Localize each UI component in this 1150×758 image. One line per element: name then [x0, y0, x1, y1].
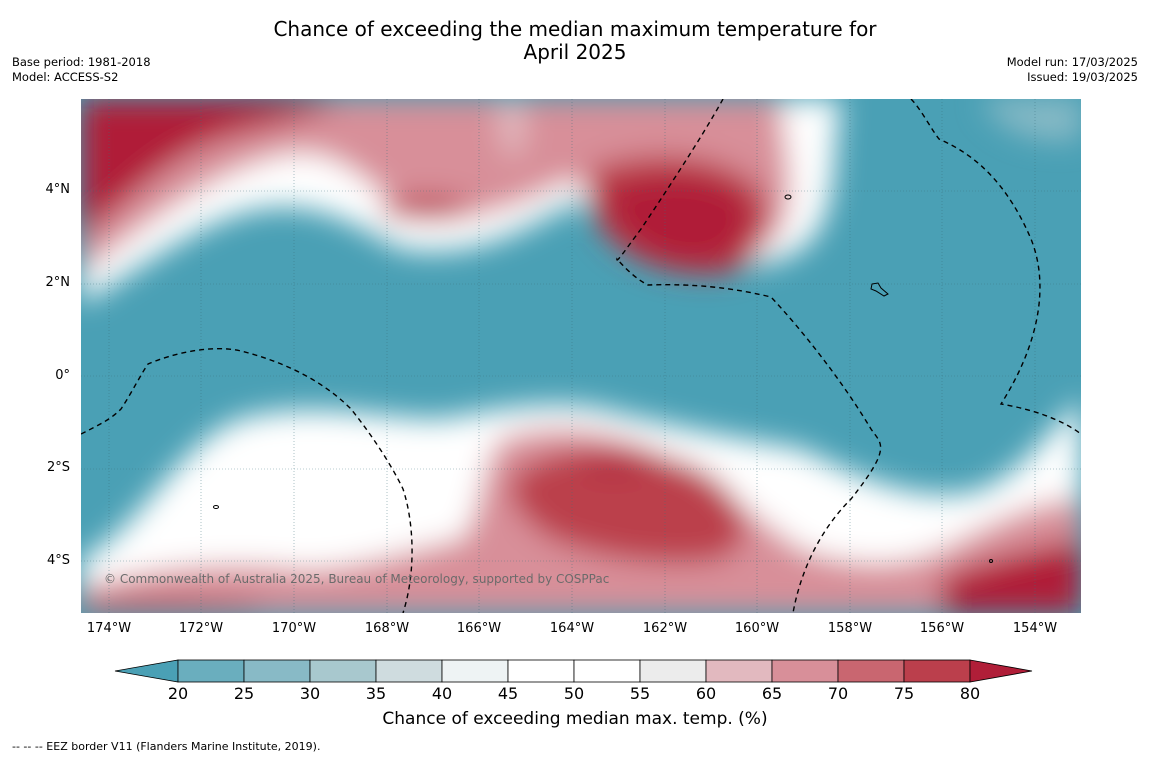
- lon-label: 160°W: [734, 621, 780, 636]
- colorbar-segment: [309, 659, 377, 683]
- colorbar-segment: [441, 659, 509, 683]
- lon-label: 158°W: [827, 621, 873, 636]
- colorbar-tick: 50: [563, 684, 585, 703]
- lat-label: 0°: [55, 368, 70, 383]
- lat-label: 4°S: [46, 553, 70, 568]
- lon-label: 156°W: [919, 621, 965, 636]
- title-line-1: Chance of exceeding the median maximum t…: [273, 17, 877, 41]
- lon-label: 170°W: [271, 621, 317, 636]
- title-line-2: April 2025: [523, 40, 627, 64]
- copyright-text: © Commonwealth of Australia 2025, Bureau…: [104, 572, 610, 586]
- colorbar-segment: [771, 659, 839, 683]
- colorbar-tick: 30: [299, 684, 321, 703]
- island-outlines: [213, 194, 993, 563]
- map-title: Chance of exceeding the median maximum t…: [0, 18, 1150, 64]
- colorbar-tick: 40: [431, 684, 453, 703]
- northern-warm-band: [81, 99, 1081, 304]
- map-area: [81, 99, 1081, 613]
- issued-text: Issued: 19/03/2025: [1027, 70, 1138, 84]
- lon-label: 154°W: [1012, 621, 1058, 636]
- colorbar-segment: [639, 659, 707, 683]
- colorbar-tick: 60: [695, 684, 717, 703]
- model-run-text: Model run: 17/03/2025: [1006, 55, 1138, 69]
- lat-label: 2°N: [45, 275, 71, 290]
- colorbar-tick: 75: [893, 684, 915, 703]
- southern-warm-band: [81, 399, 1081, 613]
- eez-borders: [81, 99, 1081, 613]
- lon-label: 168°W: [364, 621, 410, 636]
- colorbar-tick: 25: [233, 684, 255, 703]
- lon-label: 174°W: [86, 621, 132, 636]
- base-period-text: Base period: 1981-2018: [12, 55, 151, 69]
- colorbar: [114, 659, 1033, 683]
- colorbar-segment: [375, 659, 443, 683]
- meta-left: Base period: 1981-2018 Model: ACCESS-S2: [12, 55, 151, 85]
- colorbar-tick: 80: [959, 684, 981, 703]
- probability-map: [81, 99, 1081, 613]
- colorbar-tick: 45: [497, 684, 519, 703]
- colorbar-segment: [573, 659, 641, 683]
- colorbar-tick: 35: [365, 684, 387, 703]
- colorbar-tick: 65: [761, 684, 783, 703]
- colorbar-tick: 55: [629, 684, 651, 703]
- lon-label: 162°W: [642, 621, 688, 636]
- lon-label: 172°W: [178, 621, 224, 636]
- colorbar-segment: [177, 659, 245, 683]
- colorbar-segment: [705, 659, 773, 683]
- colorbar-segment: [243, 659, 311, 683]
- colorbar-tick: 70: [827, 684, 849, 703]
- colorbar-extend-low: [114, 659, 179, 683]
- colorbar-extend-high: [969, 659, 1033, 683]
- colorbar-tick: 20: [167, 684, 189, 703]
- colorbar-label: Chance of exceeding median max. temp. (%…: [382, 709, 768, 729]
- model-text: Model: ACCESS-S2: [12, 70, 119, 84]
- colorbar-segment: [903, 659, 971, 683]
- eez-footnote: -- -- -- EEZ border V11 (Flanders Marine…: [12, 740, 321, 753]
- lat-label: 4°N: [45, 182, 71, 197]
- lat-label: 2°S: [46, 460, 70, 475]
- lon-label: 164°W: [549, 621, 595, 636]
- lon-label: 166°W: [456, 621, 502, 636]
- colorbar-segment: [507, 659, 575, 683]
- colorbar-segment: [837, 659, 905, 683]
- meta-right: Model run: 17/03/2025 Issued: 19/03/2025: [1007, 55, 1138, 85]
